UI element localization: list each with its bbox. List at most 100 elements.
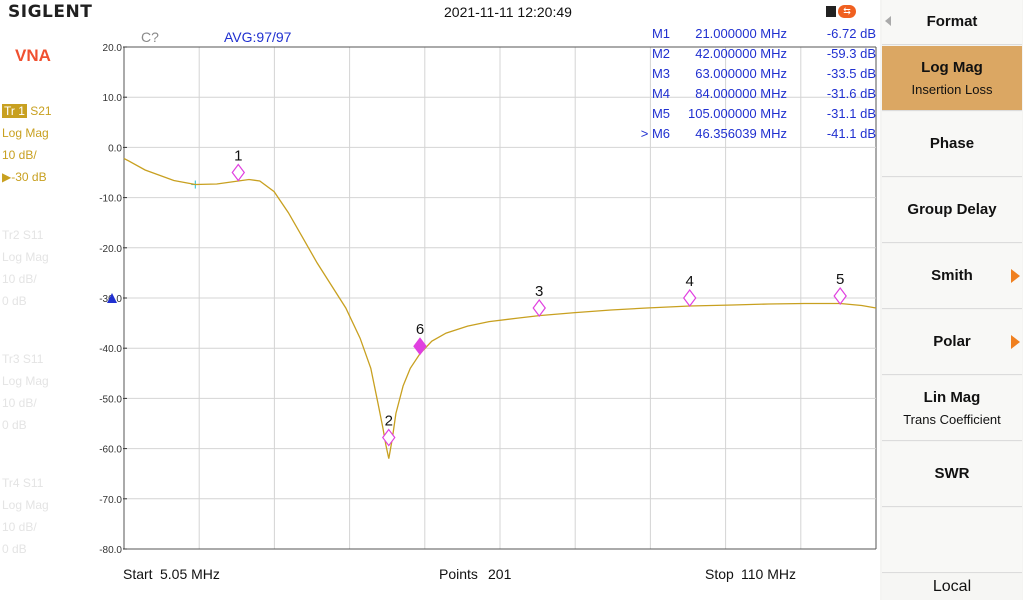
trace-param: S11 (22, 228, 44, 242)
marker-1-label: 1 (234, 148, 242, 165)
marker-2-label: 2 (385, 413, 393, 430)
trace-format: Log Mag (2, 498, 49, 512)
points-label: Points (439, 566, 478, 582)
y-tick-label: -50.0 (99, 394, 122, 405)
marker-value: -41.1 dB (827, 126, 876, 141)
marker-label: M3 (652, 66, 670, 81)
start-freq-value[interactable]: 5.05 MHz (160, 566, 220, 582)
marker-freq: 105.000000 MHz (688, 106, 787, 121)
marker-5-label: 5 (836, 271, 844, 288)
marker-6-diamond[interactable] (413, 337, 427, 356)
marker-freq: 21.000000 MHz (695, 26, 787, 41)
y-tick-labels: 20.010.00.0-10.0-20.0-30.0-40.0-50.0-60.… (99, 43, 127, 556)
trace-format: Log Mag (2, 374, 49, 388)
trace-tag: Tr4 (2, 476, 20, 490)
y-tick-label: 10.0 (103, 93, 123, 104)
marker-label: M1 (652, 26, 670, 41)
trace-3-info[interactable]: Tr3 S11 Log Mag 10 dB/ 0 dB (2, 348, 49, 436)
stop-freq-label: Stop (705, 566, 734, 582)
battery-icon (826, 6, 836, 17)
back-arrow-icon (885, 16, 891, 26)
menu-item-empty[interactable] (882, 508, 1022, 573)
reference-level-arrow[interactable] (107, 293, 117, 303)
menu-item-polar[interactable]: Polar (882, 310, 1022, 375)
marker-freq: 46.356039 MHz (695, 126, 787, 141)
y-tick-label: 0.0 (108, 143, 122, 154)
softkey-menu: Format Log Mag Insertion Loss Phase Grou… (880, 0, 1023, 600)
marker-value: -31.6 dB (827, 86, 876, 101)
y-tick-label: -60.0 (99, 445, 122, 456)
datetime: 2021-11-11 12:20:49 (444, 4, 572, 20)
marker-2-diamond[interactable] (382, 428, 396, 447)
marker-4-diamond[interactable] (682, 289, 697, 307)
y-tick-label: -40.0 (99, 344, 122, 355)
trace-param: S11 (22, 352, 44, 366)
menu-item-lin-mag[interactable]: Lin Mag Trans Coefficient (882, 376, 1022, 441)
brand-logo: SIGLENT (8, 2, 93, 22)
start-freq-label: Start (123, 566, 153, 582)
trace-1-info[interactable]: Tr 1 S21 Log Mag 10 dB/ ▶-30 dB (2, 100, 52, 188)
marker-label: > M6 (641, 126, 670, 141)
trace-tag: Tr3 (2, 352, 20, 366)
trace-param: S11 (22, 476, 44, 490)
stop-freq-value[interactable]: 110 MHz (741, 566, 796, 582)
trace-scale: 10 dB/ (2, 396, 37, 410)
measurement-chart[interactable]: 20.010.00.0-10.0-20.0-30.0-40.0-50.0-60.… (0, 24, 880, 600)
marker-value: -6.72 dB (827, 26, 876, 41)
trace-param: S21 (30, 104, 52, 118)
averaging-status: AVG:97/97 (224, 29, 292, 45)
sweep-footer: Start 5.05 MHz Points 201 Stop 110 MHz (123, 566, 796, 582)
marker-value: -59.3 dB (827, 46, 876, 61)
marker-label: M4 (652, 86, 670, 101)
usb-icon: ⇆ (838, 5, 856, 18)
y-tick-label: -80.0 (99, 545, 122, 556)
trace-ref: 0 dB (2, 294, 27, 308)
marker-3-label: 3 (535, 283, 543, 300)
y-tick-label: 20.0 (103, 43, 123, 54)
marker-freq: 84.000000 MHz (695, 86, 787, 101)
marker-5-diamond[interactable] (833, 286, 847, 305)
menu-item-swr[interactable]: SWR (882, 442, 1022, 507)
menu-item-group-delay[interactable]: Group Delay (882, 178, 1022, 243)
trace-scale: 10 dB/ (2, 148, 37, 162)
trace-scale: 10 dB/ (2, 272, 37, 286)
trace-4-info[interactable]: Tr4 S11 Log Mag 10 dB/ 0 dB (2, 472, 49, 560)
points-value[interactable]: 201 (488, 566, 512, 582)
status-bar: SIGLENT 2021-11-11 12:20:49 ⇆ (0, 0, 880, 24)
menu-item-smith[interactable]: Smith (882, 244, 1022, 309)
trace-panel: VNA Tr 1 S21 Log Mag 10 dB/ ▶-30 dB Tr2 … (0, 24, 100, 600)
trace-format: Log Mag (2, 250, 49, 264)
cal-status: C? (141, 29, 159, 45)
marker-4-label: 4 (686, 273, 694, 290)
trace-tag: Tr 1 (2, 104, 27, 118)
menu-item-log-mag[interactable]: Log Mag Insertion Loss (882, 46, 1022, 111)
marker-freq: 42.000000 MHz (695, 46, 787, 61)
chart-markers[interactable]: 1 2 3 4 5 6 (231, 148, 847, 447)
y-tick-label: -70.0 (99, 495, 122, 506)
menu-title[interactable]: Format (882, 0, 1022, 45)
marker-freq: 63.000000 MHz (695, 66, 787, 81)
mode-label: VNA (15, 46, 51, 65)
marker-1-diamond[interactable] (231, 163, 246, 182)
trace-format: Log Mag (2, 126, 49, 140)
submenu-arrow-icon (1011, 335, 1020, 349)
marker-3-diamond[interactable] (532, 299, 546, 318)
local-button[interactable]: Local (882, 574, 1022, 600)
trace-ref: ▶-30 dB (2, 170, 47, 184)
trace-tag: Tr2 (2, 228, 20, 242)
trace-2-info[interactable]: Tr2 S11 Log Mag 10 dB/ 0 dB (2, 224, 49, 312)
submenu-arrow-icon (1011, 269, 1020, 283)
y-tick-label: -10.0 (99, 194, 122, 205)
marker-value: -33.5 dB (827, 66, 876, 81)
marker-value: -31.1 dB (827, 106, 876, 121)
marker-label: M2 (652, 46, 670, 61)
trace-ref: 0 dB (2, 542, 27, 556)
marker-6-label: 6 (416, 321, 424, 338)
trace-scale: 10 dB/ (2, 520, 37, 534)
menu-item-phase[interactable]: Phase (882, 112, 1022, 177)
marker-label: M5 (652, 106, 670, 121)
chart-grid (123, 46, 877, 550)
trace-ref: 0 dB (2, 418, 27, 432)
y-tick-label: -20.0 (99, 244, 122, 255)
marker-readout-table: M1 21.000000 MHz -6.72 dB M2 42.000000 M… (641, 26, 876, 141)
